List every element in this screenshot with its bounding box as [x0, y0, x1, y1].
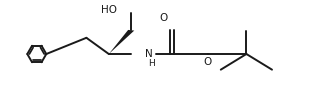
Text: H: H: [148, 59, 155, 68]
Text: O: O: [159, 13, 167, 23]
Text: O: O: [203, 57, 212, 67]
Text: N: N: [145, 49, 152, 59]
Text: HO: HO: [101, 5, 117, 15]
Polygon shape: [109, 30, 134, 54]
